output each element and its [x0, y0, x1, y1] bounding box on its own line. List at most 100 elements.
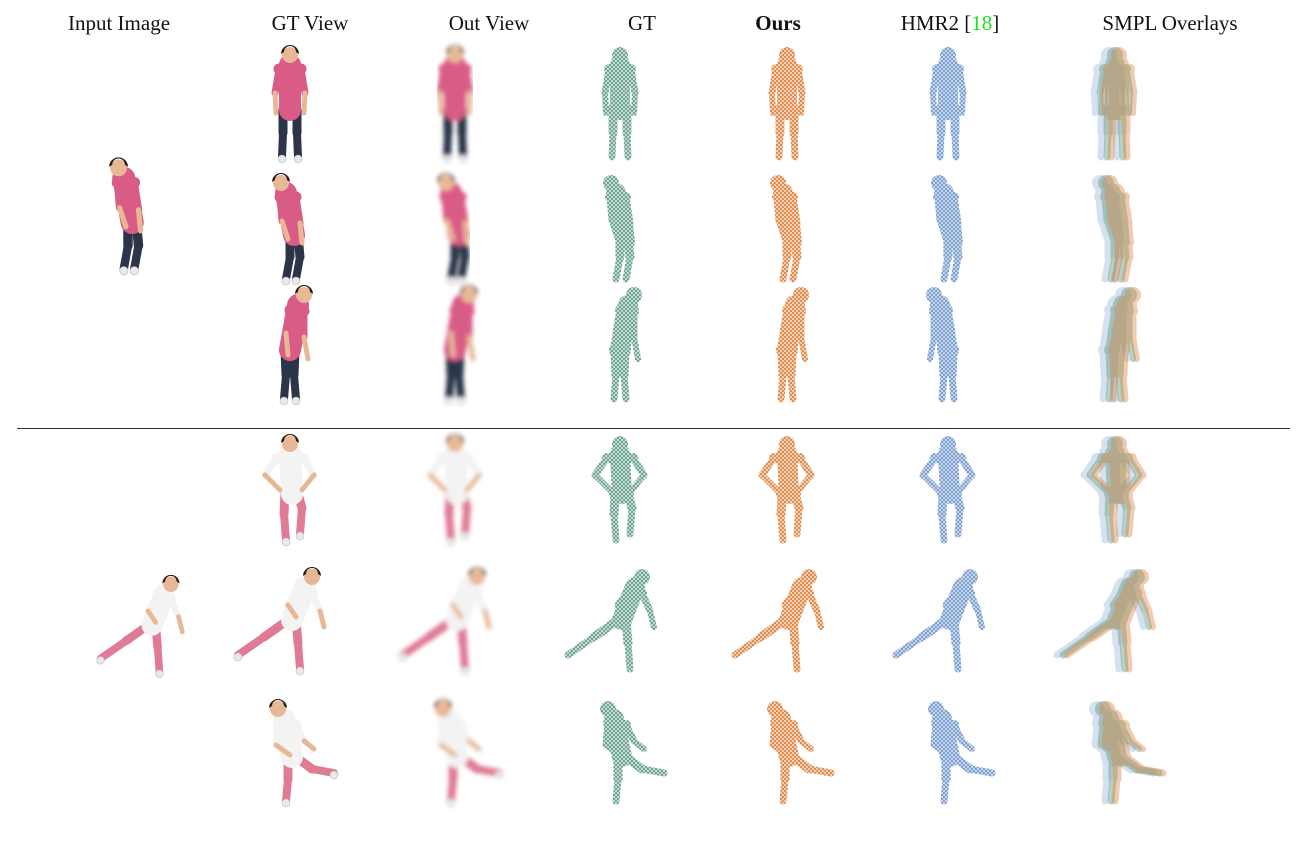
mesh-leg: [731, 633, 765, 659]
mesh-leg: [1137, 765, 1167, 777]
person-face: [435, 701, 451, 717]
overlay-hmr2-mesh: [1080, 436, 1137, 544]
person-arm: [130, 178, 143, 214]
mesh-arm: [1090, 65, 1102, 97]
mesh-arm: [1096, 65, 1108, 97]
person-forearm: [450, 602, 464, 620]
header-hmr2: HMR2 [18]: [900, 11, 1000, 35]
person-forearm: [438, 742, 458, 758]
person-hair: [109, 157, 128, 167]
mesh-leg: [790, 230, 802, 262]
person-forearm: [145, 608, 159, 625]
mesh-arm: [638, 589, 654, 615]
mesh-arm: [1108, 218, 1120, 242]
mesh-arm: [779, 306, 791, 337]
shoe: [279, 396, 289, 406]
mesh-head: [612, 436, 628, 452]
person-hair: [269, 699, 287, 708]
shoe: [293, 154, 303, 164]
mesh-arm: [1114, 602, 1128, 620]
mesh-head: [926, 287, 942, 303]
gt-mesh: [600, 701, 668, 805]
mesh-leg: [1112, 489, 1126, 513]
mesh-leg: [1097, 129, 1106, 161]
mesh-shoulders: [1104, 305, 1128, 316]
mesh-leg: [619, 345, 630, 380]
mesh-leg: [788, 615, 800, 648]
person-face: [282, 436, 298, 452]
out-view-image: [436, 45, 474, 164]
mesh-arm: [1122, 220, 1130, 246]
mesh-leg: [1109, 371, 1119, 403]
hmr2-mesh: [929, 47, 967, 161]
mesh-leg: [1059, 633, 1093, 659]
person-forearm: [301, 334, 311, 362]
mesh-arm: [768, 65, 780, 97]
person-leg: [280, 371, 290, 403]
hmr2-mesh: [919, 436, 976, 544]
mesh-arm: [1091, 719, 1101, 749]
mesh-arm: [1101, 193, 1111, 225]
mesh-leg: [1121, 504, 1131, 538]
mesh-arm: [1080, 454, 1100, 479]
person-hair: [162, 574, 180, 584]
mesh-arm: [629, 472, 647, 493]
overlay-ours-mesh: [1090, 436, 1147, 544]
person-forearm: [285, 602, 299, 620]
mesh-leg: [938, 345, 949, 380]
person-arm: [297, 65, 309, 97]
mesh-leg: [950, 253, 962, 283]
mesh-arm: [805, 589, 821, 615]
mesh-leg: [1099, 371, 1109, 403]
mesh-head: [1107, 436, 1123, 452]
mesh-arm: [1100, 65, 1112, 97]
mesh-leg: [610, 345, 621, 380]
mesh-head: [940, 436, 956, 452]
mesh-leg: [1103, 129, 1112, 161]
mesh-leg: [1118, 129, 1127, 161]
person-hair: [446, 45, 464, 54]
person-face: [163, 576, 179, 592]
mesh-head: [767, 701, 783, 717]
mesh-leg: [621, 615, 633, 648]
mesh-arm: [1130, 334, 1140, 362]
mesh-torso: [1099, 295, 1127, 360]
mesh-torso: [1103, 709, 1131, 767]
person-arm: [144, 594, 161, 615]
mesh-head: [1125, 287, 1141, 303]
shoe: [460, 666, 470, 676]
person-arm: [426, 454, 446, 479]
person-arm: [449, 587, 467, 609]
mesh-arm: [1126, 334, 1136, 362]
person-face: [282, 47, 298, 63]
person-forearm: [297, 220, 305, 246]
mesh-leg: [1116, 615, 1128, 648]
mesh-leg: [1120, 615, 1132, 648]
person-forearm: [272, 90, 279, 116]
mesh-leg: [938, 371, 948, 403]
person-arm: [441, 193, 451, 225]
mesh-arm: [930, 719, 940, 749]
person-leg: [280, 510, 290, 544]
overlay-gt-mesh: [1096, 47, 1134, 161]
ours-mesh: [767, 701, 835, 805]
mesh-shoulders: [1092, 718, 1120, 730]
person-face: [110, 159, 127, 177]
mesh-leg: [1078, 615, 1112, 642]
mesh-arm: [1128, 454, 1147, 479]
mesh-torso: [1099, 444, 1121, 504]
person-face: [438, 175, 454, 191]
shoe: [281, 537, 291, 547]
mesh-arm: [927, 334, 937, 362]
mesh-arm: [950, 193, 962, 227]
ours-mesh: [731, 569, 824, 673]
shoe: [446, 798, 456, 808]
mesh-arm: [1120, 738, 1136, 752]
mesh-arm: [1102, 742, 1122, 758]
overlay-hmr2-mesh: [1090, 47, 1128, 161]
mesh-leg: [1084, 615, 1118, 642]
mesh-arm: [1124, 472, 1142, 493]
mesh-arm: [1097, 90, 1104, 116]
mesh-arm: [943, 602, 957, 620]
citation-link[interactable]: 18: [971, 11, 993, 35]
